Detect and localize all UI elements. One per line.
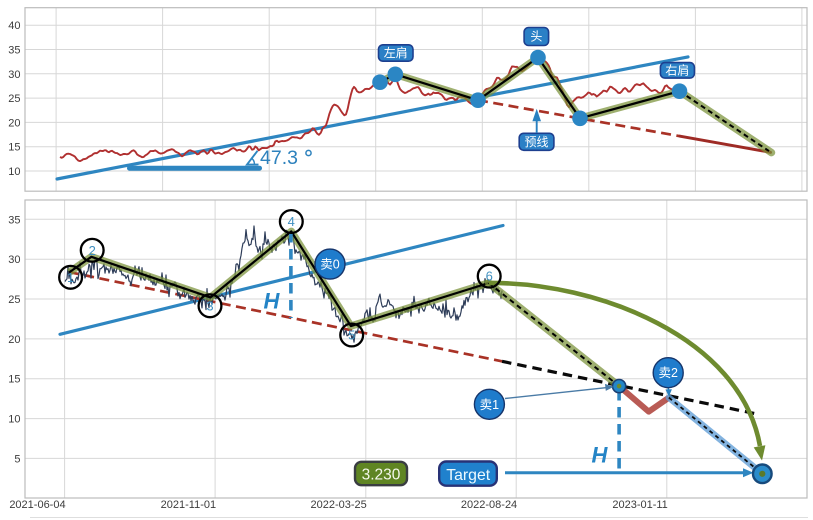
- svg-text:2022-08-24: 2022-08-24: [461, 499, 517, 511]
- svg-text:25: 25: [8, 294, 20, 306]
- svg-text:1: 1: [67, 270, 74, 285]
- svg-text:卖0: 卖0: [320, 258, 340, 272]
- svg-text:预线: 预线: [525, 135, 549, 149]
- svg-text:15: 15: [8, 142, 20, 154]
- svg-text:20: 20: [8, 334, 20, 346]
- svg-text:5: 5: [14, 453, 20, 465]
- svg-text:头: 头: [530, 30, 542, 44]
- svg-text:左肩: 左肩: [384, 45, 408, 60]
- svg-text:2023-01-11: 2023-01-11: [612, 499, 667, 511]
- svg-text:35: 35: [8, 214, 20, 226]
- svg-text:H: H: [264, 289, 281, 314]
- svg-text:25: 25: [8, 93, 20, 105]
- svg-text:15: 15: [8, 374, 20, 386]
- svg-text:30: 30: [8, 254, 20, 266]
- svg-text:Target: Target: [446, 467, 491, 484]
- svg-text:10: 10: [8, 414, 20, 426]
- svg-text:47.3: 47.3: [260, 147, 298, 169]
- svg-text:H: H: [592, 443, 609, 468]
- svg-text:5: 5: [348, 328, 355, 343]
- svg-text:右肩: 右肩: [665, 62, 689, 77]
- svg-text:2021-11-01: 2021-11-01: [161, 499, 216, 511]
- svg-text:10: 10: [8, 166, 20, 178]
- svg-text:3: 3: [206, 298, 213, 313]
- svg-text:卖1: 卖1: [480, 398, 500, 412]
- svg-text:4: 4: [288, 214, 295, 229]
- svg-text:3.230: 3.230: [362, 467, 401, 484]
- svg-text:35: 35: [8, 45, 20, 57]
- svg-text:30: 30: [8, 69, 20, 81]
- svg-text:40: 40: [8, 20, 20, 32]
- svg-text:6: 6: [486, 269, 493, 284]
- svg-text:卖2: 卖2: [658, 366, 678, 380]
- svg-text:2: 2: [89, 243, 96, 258]
- svg-text:20: 20: [8, 117, 20, 129]
- svg-text:2022-03-25: 2022-03-25: [311, 499, 367, 511]
- svg-text:2021-06-04: 2021-06-04: [9, 499, 65, 511]
